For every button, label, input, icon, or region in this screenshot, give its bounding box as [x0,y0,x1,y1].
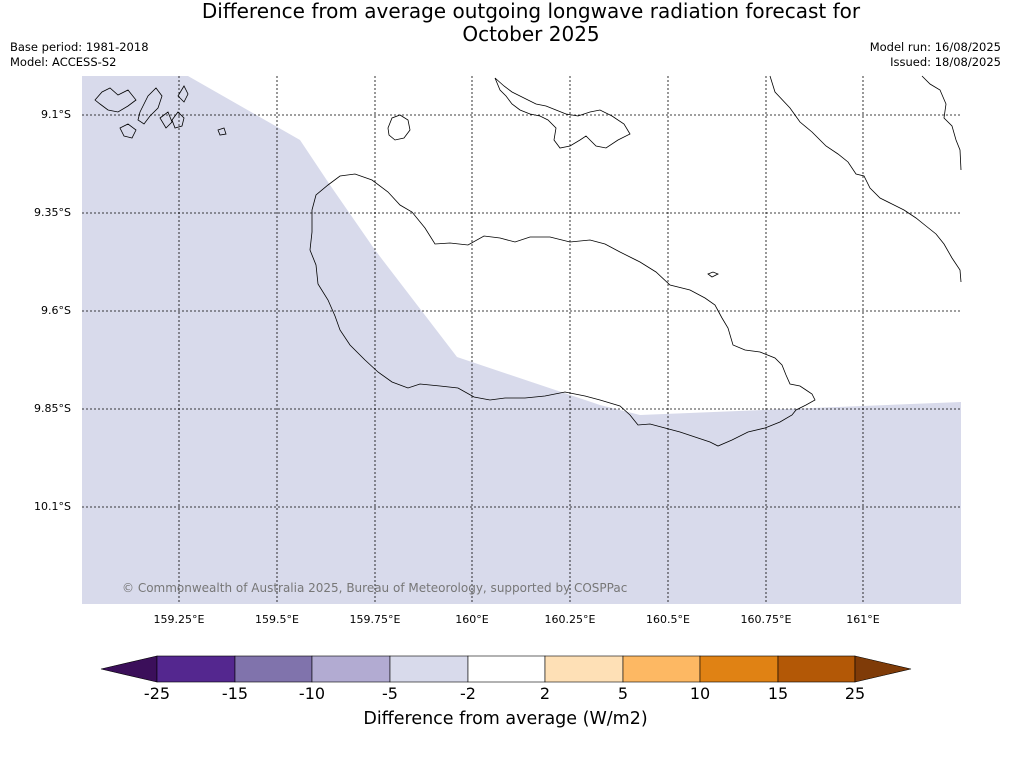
issued-date: Issued: 18/08/2025 [890,55,1001,69]
model-name: Model: ACCESS-S2 [10,55,117,69]
colorbar-bin [467,655,546,683]
colorbar-bin [544,655,624,683]
island-small-north [387,114,411,141]
lat-label: 10.1°S [34,500,71,513]
lon-label: 160.75°E [740,613,792,626]
colorbar-bin [389,655,469,683]
colorbar-bin [311,655,391,683]
colorbar-tick-label: -2 [460,684,476,703]
malaita-coastline [769,75,962,283]
colorbar-tick-label: 15 [767,684,789,703]
colorbar-bin [622,655,701,683]
guadalcanal-coastline [309,173,816,447]
map-title: Difference from average outgoing longwav… [0,0,1011,46]
copyright-notice: © Commonwealth of Australia 2025, Bureau… [122,581,628,595]
malaita-north-tip [921,75,962,171]
nw-islands [94,85,227,139]
islet-east [707,271,719,278]
lat-label: 9.6°S [41,304,71,317]
colorbar-bin [699,655,779,683]
lat-label: 9.35°S [34,206,71,219]
lon-label: 160.25°E [544,613,596,626]
lon-label: 159.75°E [349,613,401,626]
lon-label: 160.5°E [646,613,690,626]
lat-label: 9.85°S [34,402,71,415]
colorbar-tick-label: -5 [382,684,398,703]
lon-label: 161°E [846,613,880,626]
colorbar-tick-label: 10 [689,684,711,703]
colorbar-bin [234,655,313,683]
colorbar-title: Difference from average (W/m2) [363,709,648,729]
metadata-left: Base period: 1981-2018 Model: ACCESS-S2 [10,40,149,70]
anomaly-region [82,76,961,604]
graticule [82,76,961,604]
colorbar-tick-label: 25 [844,684,866,703]
colorbar-tick-label: -25 [143,684,171,703]
base-period: Base period: 1981-2018 [10,40,149,54]
colorbar-tick-label: 2 [539,684,551,703]
colorbar-extend-high [854,655,912,683]
colorbar-extend-low [100,655,158,683]
colorbar-tick-label: -10 [298,684,326,703]
colorbar-bin [156,655,236,683]
colorbar-tick-label: -15 [221,684,249,703]
model-run: Model run: 16/08/2025 [869,40,1001,54]
colorbar [100,655,912,683]
colorbar-tick-label: 5 [617,684,629,703]
title-line-1: Difference from average outgoing longwav… [201,0,861,23]
coastlines [94,75,962,447]
lon-label: 160°E [455,613,489,626]
lon-label: 159.25°E [153,613,205,626]
title-line-2: October 2025 [462,22,600,46]
metadata-right: Model run: 16/08/2025 Issued: 18/08/2025 [870,40,1001,70]
lat-label: 9.1°S [41,108,71,121]
florida-islands [494,77,631,149]
colorbar-bin [777,655,856,683]
lon-label: 159.5°E [255,613,299,626]
